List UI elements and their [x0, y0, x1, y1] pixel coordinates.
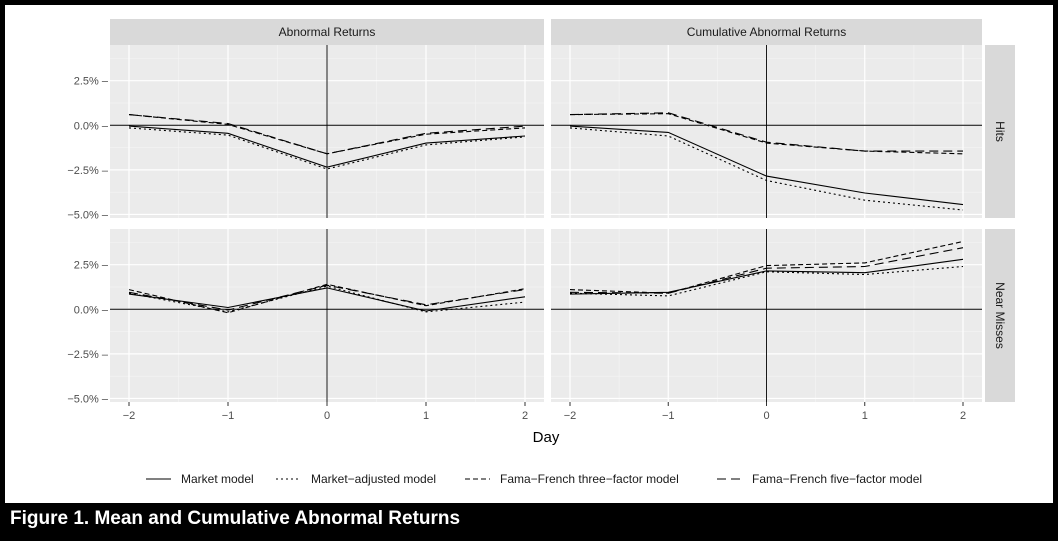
x-tick-label: 1: [862, 410, 868, 422]
x-axis-title: Day: [533, 429, 560, 446]
row-strip-0: [985, 45, 1015, 218]
series-line-solid: [569, 125, 964, 206]
x-tick-label: −2: [123, 410, 136, 422]
column-strip-label: Cumulative Abnormal Returns: [687, 25, 846, 39]
series-line-dotted: [128, 127, 526, 170]
column-strip-1: [551, 19, 982, 45]
x-tick-label: −2: [564, 410, 577, 422]
row-strip-label: Near Misses: [993, 282, 1007, 349]
series-line-solid: [128, 125, 526, 168]
row-strip-1: [985, 229, 1015, 402]
series-line-solid: [569, 258, 964, 295]
legend-label: Fama−French three−factor model: [500, 472, 679, 486]
series-line-longdash: [128, 284, 526, 311]
x-tick-label: −1: [222, 410, 235, 422]
x-tick-label: 0: [324, 410, 330, 422]
series-line-longdash: [569, 247, 964, 294]
series-line-longdash: [128, 114, 526, 155]
y-tick-label: 2.5% –: [74, 76, 109, 88]
column-strip-label: Abnormal Returns: [279, 25, 376, 39]
x-tick-label: 2: [522, 410, 528, 422]
legend-label: Market model: [181, 472, 254, 486]
y-tick-label: −5.0% –: [67, 393, 109, 405]
series-line-dotted: [569, 265, 964, 297]
series-line-longdash: [569, 112, 963, 152]
series-line-solid: [128, 287, 526, 312]
series-line-dashed: [569, 113, 964, 155]
x-tick-label: −1: [662, 410, 675, 422]
y-tick-label: −2.5% –: [67, 349, 109, 361]
y-tick-label: 0.0% –: [74, 120, 109, 132]
series-line-dashed: [569, 240, 964, 294]
row-strip-label: Hits: [993, 121, 1007, 142]
y-tick-label: 0.0% –: [74, 304, 109, 316]
legend-label: Fama−French five−factor model: [752, 472, 922, 486]
x-tick-label: 0: [763, 410, 769, 422]
y-tick-label: −5.0% –: [67, 209, 109, 221]
figure-caption: Figure 1. Mean and Cumulative Abnormal R…: [10, 508, 461, 529]
x-tick-label: 2: [960, 410, 966, 422]
x-tick-label: 1: [423, 410, 429, 422]
figure-frame: Abnormal Returns Cumulative Abnormal Retu…: [5, 5, 1053, 503]
y-tick-label: 2.5% –: [74, 260, 109, 272]
y-tick-label: −2.5% –: [67, 165, 109, 177]
legend-label: Market−adjusted model: [311, 472, 436, 486]
faceted-line-chart: Abnormal Returns Cumulative Abnormal Retu…: [67, 19, 1015, 486]
series-line-dotted: [569, 127, 964, 211]
column-strip-0: [110, 19, 544, 45]
